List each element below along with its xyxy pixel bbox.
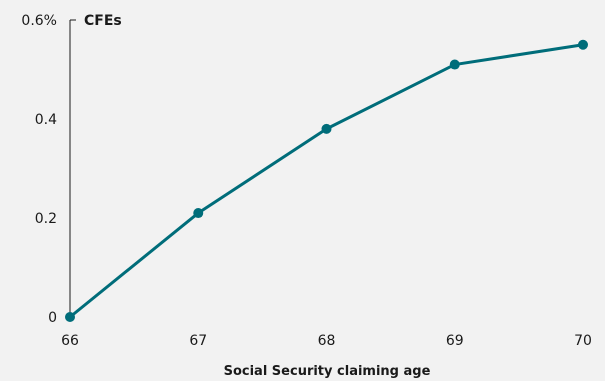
y-axis-ticks: 0 0.2 0.4 0.6% [21, 13, 57, 326]
x-axis-ticks: 66 67 68 69 70 [61, 333, 592, 349]
x-tick-label: 70 [574, 333, 592, 349]
data-point [65, 312, 75, 322]
series-group [65, 39, 588, 322]
x-axis-title: Social Security claiming age [224, 364, 431, 379]
x-tick-label: 68 [318, 333, 336, 349]
y-tick-label: 0.6% [21, 13, 57, 29]
x-tick-label: 67 [189, 333, 207, 349]
series-line [68, 43, 585, 319]
y-tick-label: 0 [48, 310, 57, 326]
series-label: CFEs [84, 13, 122, 29]
data-point [193, 208, 204, 219]
x-tick-label: 66 [61, 333, 79, 349]
y-tick-label: 0.4 [35, 112, 57, 128]
data-point [578, 39, 588, 50]
x-tick-label: 69 [446, 333, 464, 349]
y-tick-label: 0.2 [35, 211, 57, 227]
data-point [321, 123, 332, 134]
data-point [449, 59, 460, 70]
